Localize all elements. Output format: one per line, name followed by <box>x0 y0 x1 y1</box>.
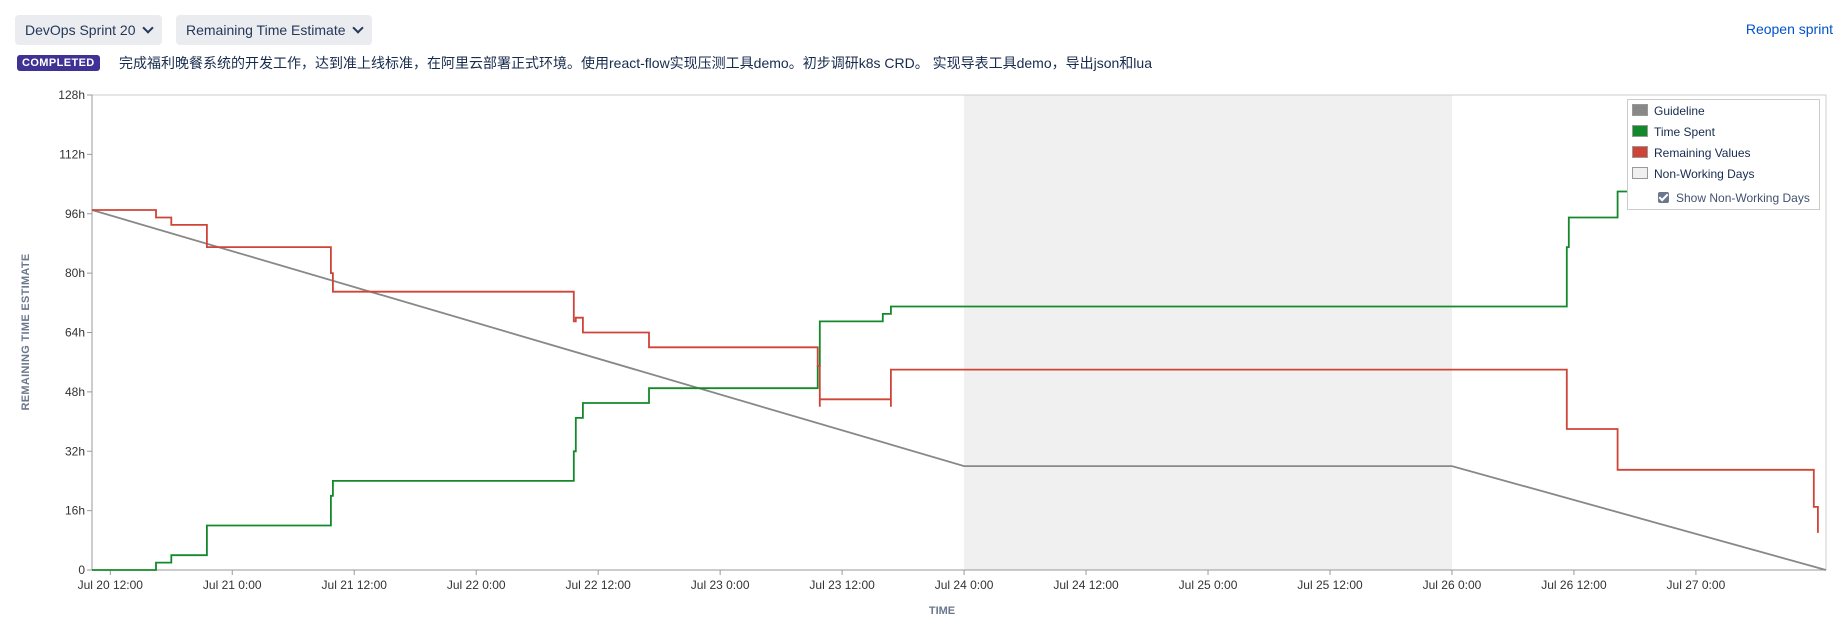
x-tick-label: Jul 26 12:00 <box>1541 578 1607 592</box>
x-tick-label: Jul 25 0:00 <box>1179 578 1238 592</box>
sprint-goal-text: 完成福利晚餐系统的开发工作，达到准上线标准，在阿里云部署正式环境。使用react… <box>119 55 1152 71</box>
x-tick-label: Jul 22 0:00 <box>447 578 506 592</box>
metric-selector-dropdown[interactable]: Remaining Time Estimate <box>176 15 372 45</box>
x-axis-title: TIME <box>929 605 955 617</box>
x-tick-label: Jul 26 0:00 <box>1423 578 1482 592</box>
remaining-values-line <box>92 209 1819 533</box>
y-tick-label: 48h <box>65 385 85 399</box>
y-tick-label: 128h <box>58 88 85 102</box>
legend-swatch <box>1632 125 1648 137</box>
legend-swatch <box>1632 104 1648 116</box>
y-axis-title: REMAINING TIME ESTIMATE <box>20 253 32 410</box>
y-tick-label: 0 <box>78 563 85 577</box>
y-tick-label: 112h <box>59 147 85 161</box>
legend-label: Non-Working Days <box>1654 167 1755 181</box>
y-tick-label: 64h <box>65 326 85 340</box>
legend-swatch <box>1632 167 1648 179</box>
legend-label: Guideline <box>1654 104 1705 118</box>
sprint-selector-dropdown[interactable]: DevOps Sprint 20 <box>15 15 162 45</box>
sprint-selector-label: DevOps Sprint 20 <box>25 22 136 38</box>
legend-label: Remaining Values <box>1654 146 1751 160</box>
chart-legend: Guideline Time Spent Remaining Values No… <box>1627 99 1820 210</box>
axes-layer: 0 16h 32h 48h 64h 80h 96h 112h 128h Jul 20 12:00 J… <box>58 88 1826 592</box>
x-tick-label: Jul 23 0:00 <box>691 578 750 592</box>
chevron-down-icon <box>351 22 364 34</box>
x-tick-label: Jul 21 0:00 <box>203 578 262 592</box>
x-tick-label: Jul 21 12:00 <box>322 578 388 592</box>
reopen-sprint-link[interactable]: Reopen sprint <box>1745 21 1833 37</box>
guideline-line <box>91 209 1827 571</box>
non-working-days-layer <box>964 95 1452 570</box>
plot-area-border <box>91 94 1827 571</box>
y-tick-label: 16h <box>65 504 85 518</box>
x-tick-label: Jul 22 12:00 <box>565 578 631 592</box>
legend-item-guideline[interactable]: Guideline <box>1632 102 1705 120</box>
x-tick-label: Jul 27 0:00 <box>1667 578 1726 592</box>
y-tick-label: 32h <box>65 444 85 458</box>
burndown-chart: 0 16h 32h 48h 64h 80h 96h 112h 128h Jul 20 12:00 J… <box>20 88 1827 617</box>
x-tick-label: Jul 20 12:00 <box>78 578 144 592</box>
status-badge: COMPLETED <box>17 55 100 71</box>
checkbox-label: Show Non-Working Days <box>1676 191 1810 205</box>
x-tick-label: Jul 24 12:00 <box>1053 578 1119 592</box>
checkbox-checked-icon <box>1658 192 1669 203</box>
x-tick-label: Jul 25 12:00 <box>1297 578 1363 592</box>
x-tick-label: Jul 23 12:00 <box>809 578 875 592</box>
show-non-working-days-checkbox[interactable]: Show Non-Working Days <box>1658 190 1810 206</box>
y-tick-label: 96h <box>65 207 85 221</box>
legend-item-non-working-days[interactable]: Non-Working Days <box>1632 165 1754 183</box>
metric-selector-label: Remaining Time Estimate <box>186 22 346 38</box>
legend-label: Time Spent <box>1654 125 1715 139</box>
time-spent-line <box>92 190 1630 571</box>
y-tick-label: 80h <box>65 266 85 280</box>
legend-item-remaining-values[interactable]: Remaining Values <box>1632 144 1751 162</box>
x-tick-label: Jul 24 0:00 <box>935 578 994 592</box>
chevron-down-icon <box>141 22 154 34</box>
legend-item-time-spent[interactable]: Time Spent <box>1632 123 1715 141</box>
top-bar: DevOps Sprint 20 Remaining Time Estimate… <box>0 0 1847 80</box>
non-working-days-band-0 <box>964 95 1452 570</box>
legend-swatch <box>1632 146 1648 158</box>
series-layer <box>91 190 1827 571</box>
